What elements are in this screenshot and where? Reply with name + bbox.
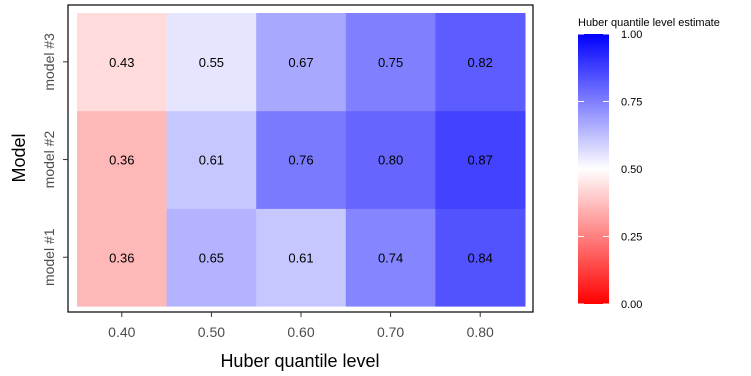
cell-value-label: 0.67	[288, 55, 313, 70]
x-axis: 0.40 0.50 0.60 0.70 0.80	[108, 312, 494, 340]
y-axis: model #1 model #2 model #3	[41, 33, 68, 286]
heatmap-cell	[77, 110, 168, 209]
legend-title: Huber quantile level estimate	[578, 17, 720, 29]
x-tick-label: 0.50	[198, 324, 225, 340]
cell-value-label: 0.75	[378, 55, 403, 70]
heatmap-cell	[345, 208, 436, 307]
heatmap-cell	[256, 208, 347, 307]
heatmap-cell	[256, 110, 347, 209]
cell-value-label: 0.74	[378, 250, 403, 265]
legend-tick-label: 0.25	[621, 232, 642, 244]
cell-value-label: 0.82	[468, 55, 493, 70]
legend-tick-label: 0.50	[621, 164, 642, 176]
legend-tick-label: 1.00	[621, 29, 642, 41]
cell-value-label: 0.84	[468, 250, 493, 265]
cell-value-label: 0.65	[199, 250, 224, 265]
cell-value-label: 0.87	[468, 153, 493, 168]
x-tick-label: 0.40	[108, 324, 135, 340]
x-axis-title: Huber quantile level	[220, 351, 379, 371]
y-tick-label: model #1	[41, 228, 57, 286]
heatmap-cell	[435, 110, 526, 209]
heatmap-cell	[77, 208, 168, 307]
heatmap-cell	[166, 13, 257, 112]
x-tick-label: 0.60	[287, 324, 314, 340]
cell-value-label: 0.43	[109, 55, 134, 70]
x-tick-label: 0.70	[377, 324, 404, 340]
heatmap-cell	[435, 208, 526, 307]
y-tick-label: model #2	[41, 131, 57, 189]
x-tick-label: 0.80	[467, 324, 494, 340]
heatmap-cell	[166, 208, 257, 307]
legend-ticks: 0.00 0.25 0.50 0.75 1.00	[578, 29, 642, 311]
heatmap-cell	[256, 13, 347, 112]
legend-tick-label: 0.00	[621, 299, 642, 311]
cell-value-label: 0.76	[288, 153, 313, 168]
y-axis-title: Model	[9, 133, 29, 182]
heatmap-cell	[77, 13, 168, 112]
heatmap-cell	[166, 110, 257, 209]
heatmap-cell	[345, 110, 436, 209]
color-legend: Huber quantile level estimate 0.000.250.…	[578, 17, 720, 311]
cell-value-label: 0.55	[199, 55, 224, 70]
cell-value-label: 0.80	[378, 153, 403, 168]
heatmap-cells: 0.36 0.65 0.61 0.74 0.84 0.36 0.61 0.76 0.80 0.87…	[77, 13, 526, 307]
y-tick-label: model #3	[41, 33, 57, 91]
cell-value-label: 0.61	[288, 250, 313, 265]
cell-value-label: 0.61	[199, 153, 224, 168]
heatmap-cell	[345, 13, 436, 112]
cell-value-label: 0.36	[109, 153, 134, 168]
heatmap-cell	[435, 13, 526, 112]
cell-value-label: 0.36	[109, 250, 134, 265]
legend-tick-label: 0.75	[621, 97, 642, 109]
